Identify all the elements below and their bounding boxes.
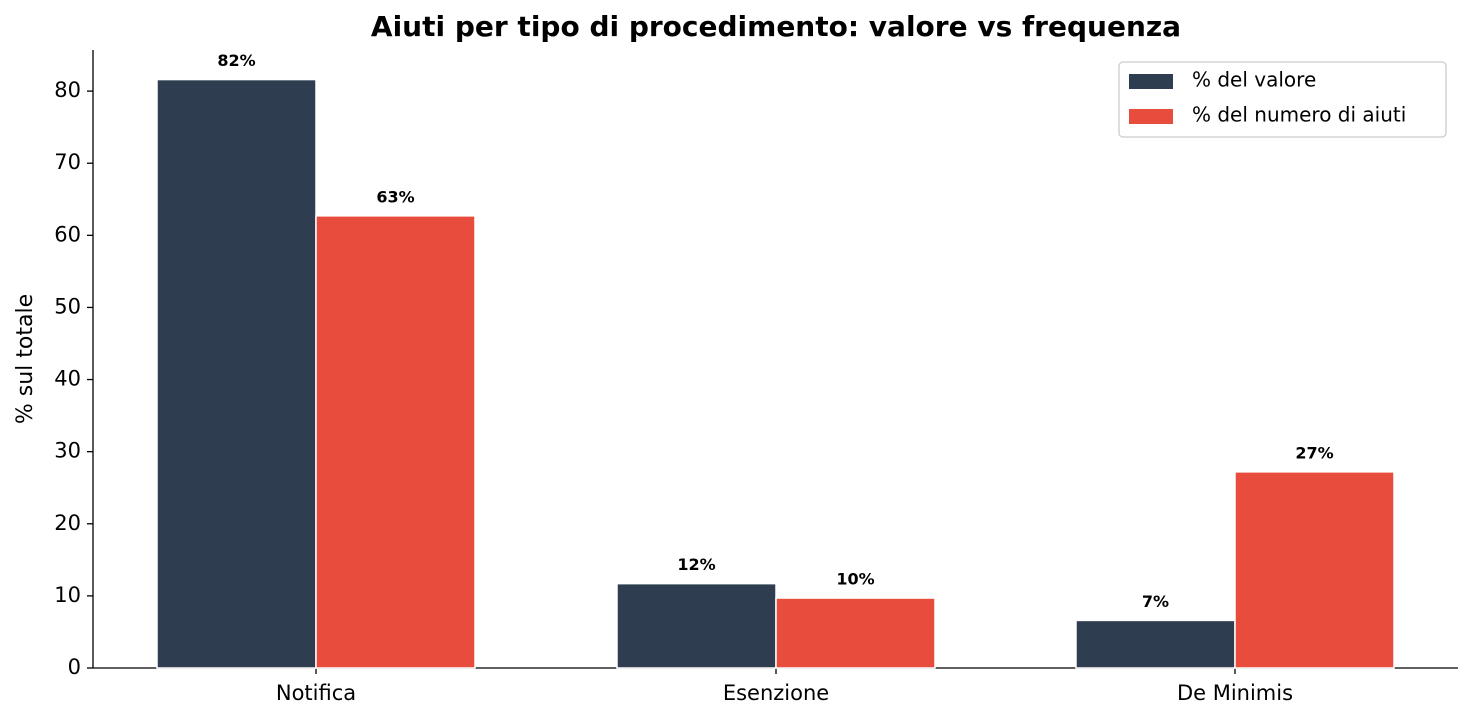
bar xyxy=(315,215,476,669)
y-tick-label: 0 xyxy=(68,655,81,679)
legend-swatch xyxy=(1129,109,1173,124)
bar xyxy=(1075,619,1236,669)
bar xyxy=(616,582,777,669)
y-tick-label: 40 xyxy=(54,367,81,391)
x-tick-label: Esenzione xyxy=(723,681,829,705)
bar xyxy=(1234,471,1395,669)
chart-title: Aiuti per tipo di procedimento: valore v… xyxy=(371,10,1181,43)
y-tick-label: 70 xyxy=(54,150,81,174)
legend-label: % del numero di aiuti xyxy=(1192,103,1406,127)
y-tick-label: 50 xyxy=(54,294,81,318)
y-axis-label: % sul totale xyxy=(13,294,38,424)
legend-label: % del valore xyxy=(1192,68,1316,92)
x-tick-label: De Minimis xyxy=(1177,681,1293,705)
y-tick-label: 80 xyxy=(54,78,81,102)
bar xyxy=(156,78,317,669)
legend-swatch xyxy=(1129,74,1173,89)
bar xyxy=(775,597,936,669)
value-label: 63% xyxy=(376,187,414,206)
y-tick-label: 60 xyxy=(54,222,81,246)
value-label: 27% xyxy=(1295,443,1333,462)
x-tick-label: Notifica xyxy=(276,681,356,705)
value-label: 82% xyxy=(217,51,255,70)
value-label: 12% xyxy=(677,555,715,574)
y-tick-label: 30 xyxy=(54,439,81,463)
value-label: 10% xyxy=(836,570,874,589)
y-tick-label: 20 xyxy=(54,511,81,535)
legend-box xyxy=(1118,61,1447,138)
value-label: 7% xyxy=(1142,592,1169,611)
y-tick-label: 10 xyxy=(54,583,81,607)
